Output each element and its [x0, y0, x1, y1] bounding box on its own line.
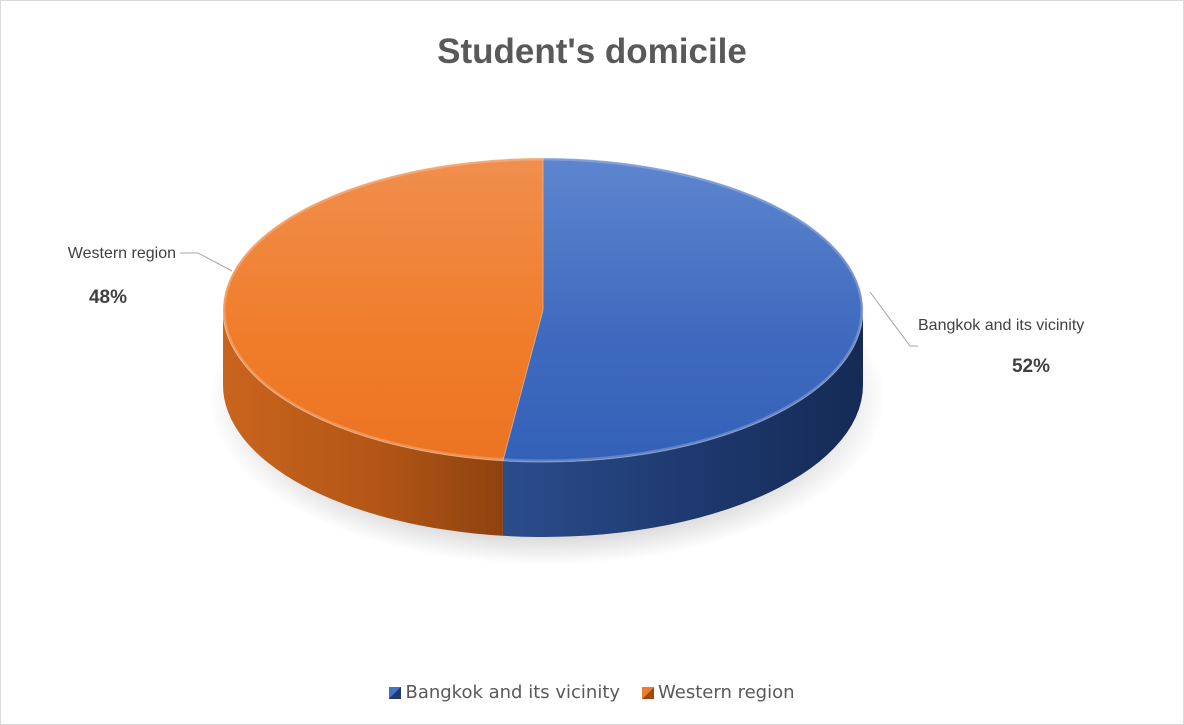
pie-slice-bangkok: [502, 157, 864, 463]
data-label-value-bangkok: 52%: [1012, 356, 1050, 377]
leader-line-western: [180, 252, 233, 272]
legend-swatch-western: [642, 686, 655, 699]
pie-side-bangkok: [502, 310, 863, 537]
data-label-value-western: 48%: [89, 287, 127, 308]
pie-slice-western: [222, 157, 544, 462]
data-label-category-bangkok: Bangkok and its vicinity: [918, 317, 1084, 334]
legend-label-bangkok: Bangkok and its vicinity: [405, 682, 621, 703]
pie-side-western: [223, 310, 503, 536]
legend-label-western: Western region: [658, 682, 795, 703]
legend-item-bangkok: Bangkok and its vicinity: [389, 682, 620, 703]
pie-rim: [222, 157, 864, 463]
legend: Bangkok and its vicinity Western region: [0, 682, 1184, 703]
leader-line-bangkok: [869, 291, 918, 347]
legend-swatch-bangkok: [389, 686, 402, 699]
data-label-category-western: Western region: [68, 245, 176, 262]
chart-title: Student's domicile: [437, 32, 747, 71]
legend-item-western: Western region: [642, 682, 795, 703]
